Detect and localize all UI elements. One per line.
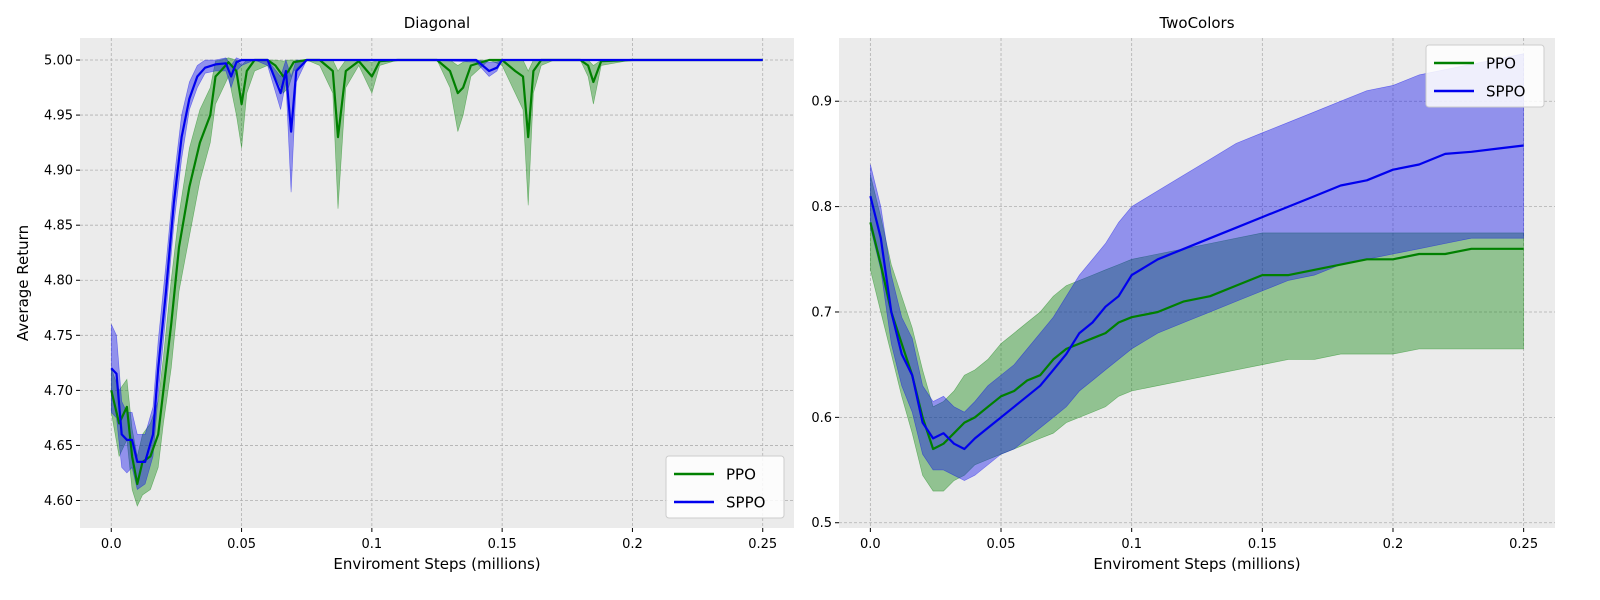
y-tick-label: 4.95 <box>44 109 73 124</box>
series-line-sppo <box>869 144 1524 451</box>
y-tick-label: 4.75 <box>44 329 73 344</box>
y-tick-label: 0.9 <box>811 95 832 110</box>
chart-panel-twocolors: 0.0 0.05 0.1 0.15 0.2 0.25 0.5 0.6 0.7 0.8 0.9 TwoC… <box>811 14 1555 573</box>
y-tick-label: 4.65 <box>44 439 73 454</box>
legend-label-sppo: SPPO <box>726 494 765 512</box>
legend-label-sppo: SPPO <box>1486 83 1525 101</box>
legend-box <box>665 455 785 519</box>
y-tick-label: 4.90 <box>44 164 73 179</box>
x-tick-label: 0.0 <box>860 537 881 552</box>
x-tick-label: 0.15 <box>1248 537 1277 552</box>
x-axis-label: Enviroment Steps (millions) <box>333 555 540 573</box>
legend: PPO SPPO <box>1425 44 1545 108</box>
x-tick-label: 0.2 <box>622 537 643 552</box>
plot-area <box>80 38 794 528</box>
y-tick-label: 0.8 <box>811 200 832 215</box>
y-tick-label: 0.5 <box>811 516 832 531</box>
x-tick-label: 0.05 <box>987 537 1016 552</box>
chart-panel-diagonal: 0.0 0.05 0.1 0.15 0.2 0.25 4.60 4.65 4.70 4.75 4.8… <box>14 14 794 573</box>
y-tick-label: 4.70 <box>44 384 73 399</box>
x-tick-label: 0.2 <box>1383 537 1404 552</box>
x-tick-label: 0.1 <box>1121 537 1142 552</box>
y-tick-label: 4.80 <box>44 274 73 289</box>
y-tick-label: 0.7 <box>811 305 832 320</box>
y-axis-label: Average Return <box>14 225 32 341</box>
y-tick-label: 4.85 <box>44 219 73 234</box>
x-axis-label: Enviroment Steps (millions) <box>1093 555 1300 573</box>
y-tick-label: 0.6 <box>811 411 832 426</box>
chart-title: Diagonal <box>404 14 470 32</box>
legend-label-ppo: PPO <box>1486 55 1516 73</box>
y-tick-label: 4.60 <box>44 494 73 509</box>
series-line-sppo <box>110 58 763 463</box>
legend-box <box>1425 44 1545 108</box>
series-line-ppo <box>869 222 1524 451</box>
confidence-band-ppo <box>870 174 1524 492</box>
x-tick-label: 0.25 <box>748 537 777 552</box>
x-tick-label: 0.0 <box>101 537 122 552</box>
confidence-band-sppo <box>870 53 1524 481</box>
x-tick-label: 0.05 <box>227 537 256 552</box>
legend: PPO SPPO <box>665 455 785 519</box>
x-tick-label: 0.25 <box>1509 537 1538 552</box>
x-tick-label: 0.15 <box>488 537 517 552</box>
y-tick-label: 5.00 <box>44 54 73 69</box>
x-tick-label: 0.1 <box>362 537 383 552</box>
legend-label-ppo: PPO <box>726 466 756 484</box>
chart-title: TwoColors <box>1158 14 1234 32</box>
